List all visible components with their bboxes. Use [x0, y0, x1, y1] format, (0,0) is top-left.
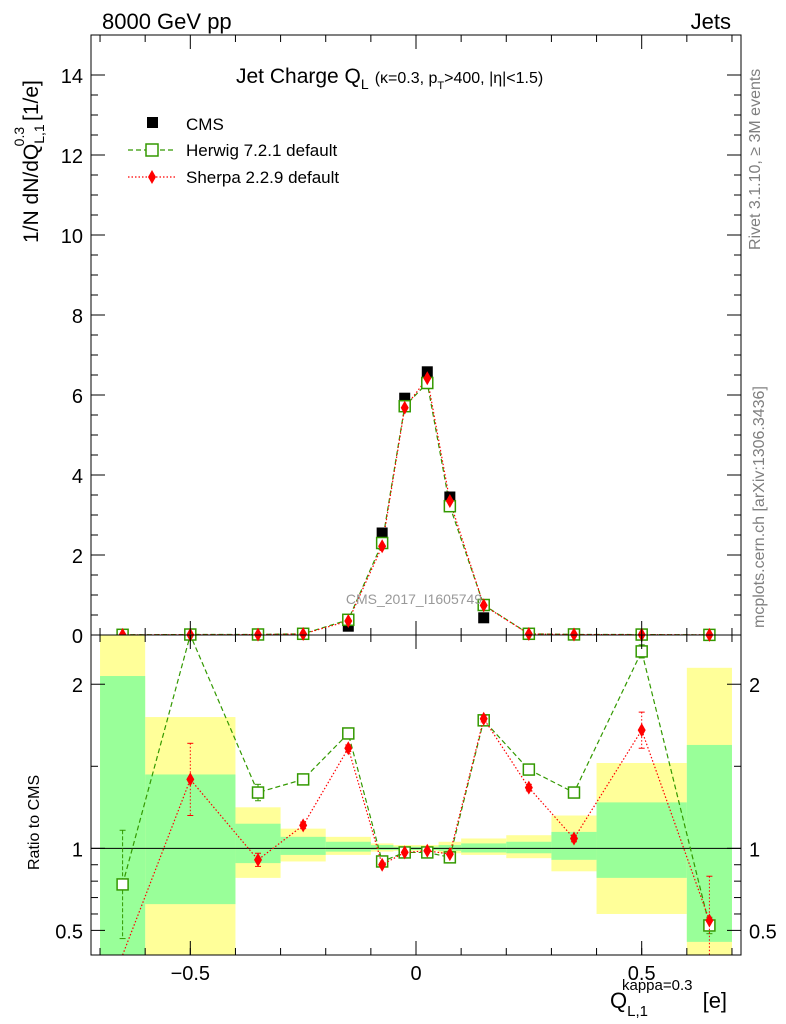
- legend-sherpa-marker: [148, 170, 156, 184]
- ratio-ytick-label-right: 2: [749, 675, 760, 697]
- ratio-sherpa-point: [705, 913, 714, 928]
- sherpa-point: [423, 371, 432, 386]
- ratio-band-inner: [506, 841, 552, 854]
- ratio-sherpa-point: [344, 741, 353, 756]
- main-ytick-label: 10: [61, 226, 83, 248]
- header-left: 8000 GeV pp: [102, 9, 232, 34]
- ratio-ticks: 0.5 0.5 1 1 2 2 −0.5 0 0.5: [55, 635, 777, 985]
- ratio-sherpa-point: [524, 780, 533, 795]
- cms-point: [478, 612, 490, 624]
- ratio-herwig-point: [522, 763, 536, 776]
- ratio-herwig-point: [342, 727, 355, 740]
- main-ytick-label: 14: [61, 66, 83, 88]
- ratio-panel: 0.5 0.5 1 1 2 2 −0.5 0 0.5 Ratio to CMS QL,1kapp…: [26, 633, 777, 1020]
- ratio-sherpa-point: [378, 857, 387, 872]
- sherpa-point: [524, 627, 533, 641]
- sherpa-point: [479, 598, 488, 613]
- ratio-ytick-label: 1: [72, 839, 83, 861]
- ratio-herwig-line: [122, 633, 710, 926]
- header-right: Jets: [691, 9, 731, 34]
- ratio-marks: [91, 633, 741, 956]
- ratio-sherpa-point: [400, 845, 409, 860]
- ratio-ytick-label: 0.5: [55, 921, 83, 943]
- ratio-band-inner: [280, 836, 326, 855]
- ratio-herwig-point: [116, 878, 129, 891]
- ratio-sherpa-point: [186, 772, 195, 787]
- ratio-ytick-label: 2: [72, 675, 83, 697]
- ratio-sherpa-point: [479, 711, 488, 726]
- ratio-sherpa-point: [254, 852, 263, 867]
- ratio-xtick-label: 0: [410, 963, 421, 985]
- ratio-band-inner: [145, 774, 236, 905]
- main-ytick-label: 6: [72, 386, 83, 408]
- ratio-axis-label: Ratio to CMS: [26, 775, 43, 870]
- ratio-band-inner: [370, 845, 394, 850]
- sherpa-point: [445, 494, 454, 508]
- sherpa-point: [378, 539, 387, 554]
- ratio-sherpa-point: [299, 818, 308, 833]
- ratio-sherpa-point: [423, 843, 432, 858]
- legend-cms-label: CMS: [186, 115, 224, 134]
- ratio-herwig-point: [251, 786, 265, 799]
- watermark: CMS_2017_I1605749: [346, 591, 482, 607]
- main-ytick-label: 2: [72, 546, 83, 568]
- cms-point: [376, 527, 388, 539]
- ratio-band-inner: [325, 841, 371, 852]
- x-axis-label: QL,1kappa=0.3 [e]: [610, 977, 727, 1020]
- legend: CMS Herwig 7.2.1 default Sherpa 2.2.9 de…: [128, 115, 339, 187]
- ratio-band-inner: [596, 802, 687, 878]
- rivet-label: Rivet 3.1.10, ≥ 3M events: [747, 69, 764, 250]
- y-axis-label: 1/N dN/dQL,10.3 [1/e]: [11, 80, 47, 243]
- legend-sherpa-label: Sherpa 2.2.9 default: [186, 168, 339, 187]
- ratio-ytick-label-right: 0.5: [749, 921, 777, 943]
- mcplots-label: mcplots.cern.ch [arXiv:1306.3436]: [751, 386, 768, 628]
- ratio-sherpa-line: [122, 717, 710, 956]
- main-panel: 0 2 4 6 8 10 12 14 Jet Charge QL (κ=0.3, pT>400,…: [11, 34, 742, 648]
- ratio-ytick-label-right: 1: [749, 839, 760, 861]
- sherpa-point: [344, 614, 353, 628]
- legend-herwig-label: Herwig 7.2.1 default: [186, 141, 337, 160]
- ratio-herwig-point: [296, 773, 310, 786]
- ratio-band-inner: [100, 676, 146, 955]
- cms-point: [399, 392, 411, 404]
- ratio-sherpa-point: [569, 831, 578, 846]
- main-ytick-label: 0: [72, 626, 83, 648]
- ratio-xtick-label: 0.5: [628, 963, 656, 985]
- ratio-sherpa-point: [637, 723, 646, 738]
- sherpa-point: [400, 400, 409, 415]
- chart-title: Jet Charge QL (κ=0.3, pT>400, |η|<1.5): [236, 65, 543, 92]
- legend-herwig-marker: [145, 143, 159, 157]
- main-ticks: 0 2 4 6 8 10 12 14: [61, 35, 741, 648]
- sherpa-line: [122, 376, 710, 636]
- sherpa-point: [299, 627, 308, 641]
- legend-cms-marker: [147, 117, 158, 128]
- main-ytick-label: 4: [72, 466, 83, 488]
- main-ytick-label: 8: [72, 306, 83, 328]
- main-ytick-label: 12: [61, 146, 83, 168]
- ratio-xtick-label: −0.5: [171, 963, 210, 985]
- ratio-sherpa-point: [445, 847, 454, 862]
- ratio-herwig-point: [567, 786, 581, 799]
